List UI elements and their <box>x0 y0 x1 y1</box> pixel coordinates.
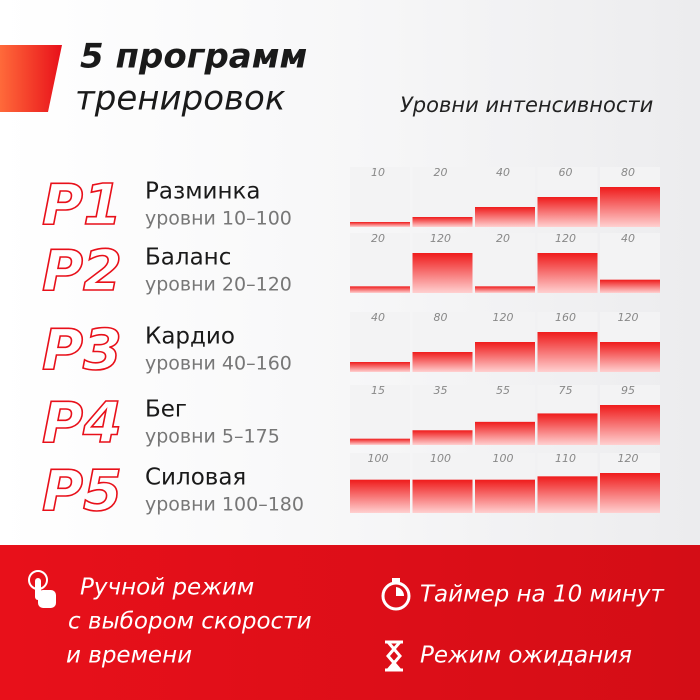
bar <box>475 286 535 293</box>
level-label: 55 <box>496 384 510 397</box>
cell <box>350 167 410 227</box>
level-label: 160 <box>555 311 576 324</box>
level-label: 120 <box>555 232 576 245</box>
bar <box>412 479 473 513</box>
program-range: уровни 100–180 <box>145 494 304 516</box>
title-line1: 5 программ <box>80 37 307 77</box>
bar <box>600 473 660 513</box>
feature-text: Таймер на 10 минут <box>420 582 664 608</box>
bar <box>412 352 473 372</box>
timer-icon <box>381 578 411 611</box>
program-name: Разминка <box>145 179 261 205</box>
programs: P1 Разминка уровни 10–100 10 20 40 60 80 P2 Балан… <box>41 166 660 525</box>
bar <box>537 197 598 227</box>
hourglass-icon <box>385 640 403 672</box>
level-label: 10 <box>371 166 385 179</box>
bar <box>537 332 598 372</box>
bar <box>600 342 660 372</box>
level-label: 15 <box>371 384 385 397</box>
level-label: 80 <box>621 166 635 179</box>
level-label: 110 <box>555 452 576 465</box>
level-label: 120 <box>618 311 639 324</box>
program-name: Бег <box>145 397 187 423</box>
program-code: P1 <box>42 173 122 238</box>
level-label: 100 <box>368 452 389 465</box>
feature-text: Режим ожидания <box>420 643 632 669</box>
bar <box>537 476 598 513</box>
bar <box>537 413 598 445</box>
program-range: уровни 5–175 <box>145 426 280 448</box>
bar <box>475 207 535 227</box>
hand-icon <box>28 570 56 608</box>
bar <box>350 438 410 445</box>
program-code: P3 <box>42 318 122 383</box>
program-name: Баланс <box>145 245 231 271</box>
level-label: 100 <box>430 452 451 465</box>
program-code: P2 <box>42 239 122 304</box>
bar <box>350 479 410 513</box>
level-label: 20 <box>434 166 448 179</box>
feature-text: и времени <box>66 643 192 669</box>
feature-text: с выбором скорости <box>68 609 312 635</box>
level-label: 40 <box>496 166 510 179</box>
level-label: 20 <box>371 232 385 245</box>
level-label: 60 <box>559 166 573 179</box>
program-name: Кардио <box>145 324 235 350</box>
accent-shape <box>0 45 62 112</box>
level-label: 80 <box>434 311 448 324</box>
level-label: 120 <box>430 232 451 245</box>
level-label: 40 <box>621 232 635 245</box>
program-name: Силовая <box>145 465 246 491</box>
program-code: P4 <box>42 391 122 456</box>
program-range: уровни 10–100 <box>145 208 292 230</box>
cell <box>350 233 410 293</box>
program-range: уровни 40–160 <box>145 353 292 375</box>
bar <box>600 405 660 445</box>
bar <box>412 430 473 445</box>
features-band <box>0 545 700 700</box>
feature-text: Ручной режим <box>80 575 254 601</box>
bar <box>475 479 535 513</box>
level-label: 75 <box>559 384 573 397</box>
chart-title: Уровни интенсивности <box>400 93 653 117</box>
bar <box>350 362 410 372</box>
bar <box>475 342 535 372</box>
level-label: 95 <box>621 384 635 397</box>
bar <box>600 279 660 293</box>
level-label: 120 <box>493 311 514 324</box>
level-label: 20 <box>496 232 510 245</box>
level-label: 120 <box>618 452 639 465</box>
bar <box>537 253 598 293</box>
bar <box>412 253 473 293</box>
level-label: 100 <box>493 452 514 465</box>
bar <box>350 286 410 293</box>
level-label: 35 <box>434 384 448 397</box>
level-label: 40 <box>371 311 385 324</box>
bar <box>412 217 473 227</box>
cell <box>350 385 410 445</box>
program-range: уровни 20–120 <box>145 274 292 296</box>
cell <box>475 233 535 293</box>
program-code: P5 <box>42 459 122 524</box>
title-line2: тренировок <box>75 79 286 119</box>
bar <box>600 187 660 227</box>
bar <box>350 222 410 227</box>
bar <box>475 421 535 445</box>
